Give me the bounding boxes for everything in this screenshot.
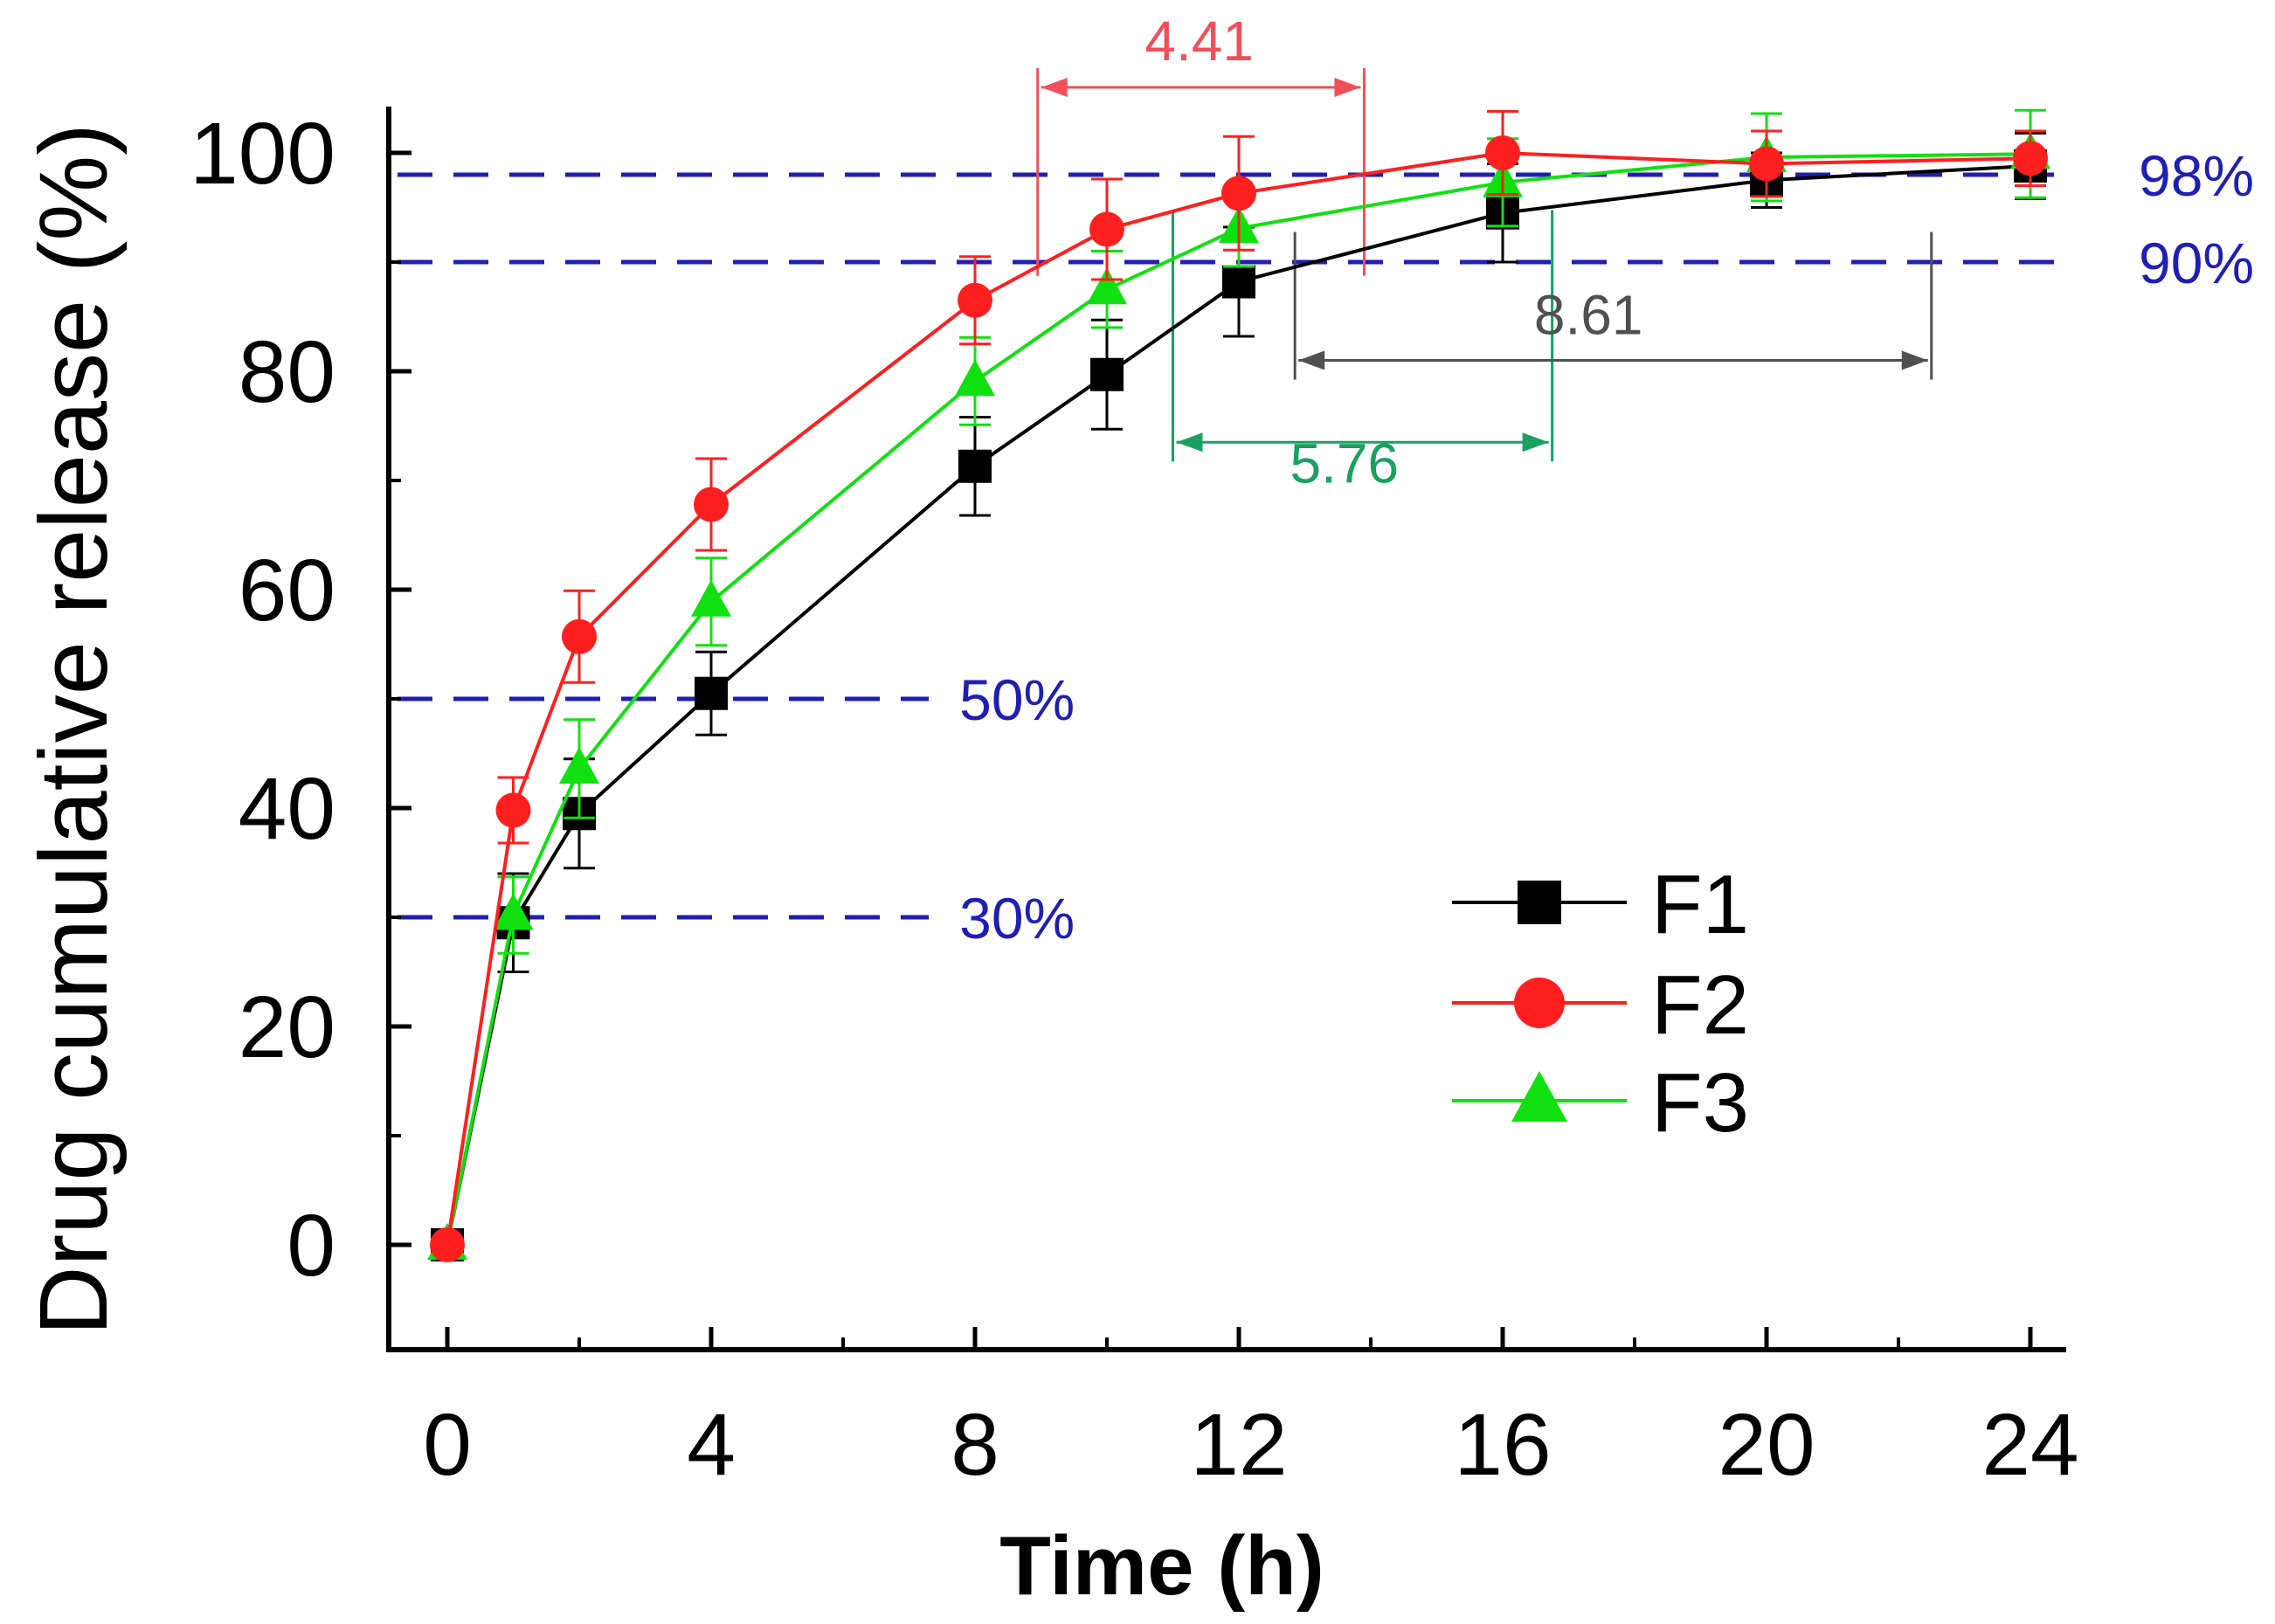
axis-ticks: 0 4 8 12 16 20 24 0 20 40 60 80 100	[190, 105, 2078, 1494]
reference-label: 30%	[959, 886, 1075, 950]
legend-entry-f3: F3	[1452, 1056, 1749, 1150]
data-point-f1	[1222, 265, 1255, 299]
legend: F1 F2 F3	[1452, 858, 1749, 1150]
legend-label-f1: F1	[1651, 858, 1749, 951]
y-tick-label: 60	[239, 542, 335, 639]
annotation-arrowhead	[1522, 432, 1549, 453]
data-point-f1	[958, 449, 992, 483]
data-point-f3	[691, 579, 731, 617]
series-f2	[430, 110, 2048, 1262]
legend-marker-f1	[1518, 881, 1561, 924]
annotation-8-61: 8.61	[1293, 232, 1933, 380]
y-tick-label: 80	[239, 323, 335, 421]
data-point-f2	[1089, 211, 1124, 247]
data-point-f2	[562, 619, 597, 654]
data-point-f2	[2013, 141, 2048, 176]
y-tick-label: 20	[239, 978, 335, 1076]
y-tick-label: 40	[239, 760, 335, 858]
data-point-f1	[695, 676, 728, 710]
data-point-f2	[495, 792, 531, 828]
x-tick-label: 16	[1454, 1396, 1551, 1494]
data-series	[427, 108, 2050, 1262]
reference-lines: 98% 90% 50% 30%	[398, 143, 2254, 950]
x-tick-label: 0	[423, 1396, 472, 1494]
x-tick-label: 8	[951, 1396, 999, 1494]
x-tick-label: 20	[1718, 1396, 1815, 1494]
data-point-f2	[694, 487, 729, 522]
reference-label: 98%	[2139, 143, 2254, 208]
annotation-4-41: 4.41	[1036, 10, 1366, 276]
x-tick-label: 12	[1190, 1396, 1287, 1494]
annotation-label: 4.41	[1144, 10, 1254, 73]
data-point-f2	[958, 282, 992, 318]
y-tick-label: 100	[190, 105, 335, 203]
series-line-f3	[446, 152, 2031, 1246]
legend-marker-f2	[1514, 978, 1565, 1028]
legend-label-f2: F2	[1651, 958, 1749, 1052]
x-axis-title: Time (h)	[999, 1519, 1324, 1613]
data-point-f3	[559, 747, 599, 784]
legend-entry-f2: F2	[1452, 958, 1749, 1052]
x-tick-label: 4	[687, 1396, 736, 1494]
y-axis-title: Drug cumulative release (%)	[20, 123, 128, 1336]
annotation-arrowhead	[1298, 350, 1325, 370]
axes	[386, 107, 2066, 1352]
data-point-f2	[1221, 176, 1256, 211]
reference-label: 90%	[2139, 231, 2254, 295]
legend-label-f3: F3	[1651, 1056, 1749, 1150]
annotation-label: 5.76	[1290, 432, 1400, 495]
y-tick-label: 0	[287, 1197, 335, 1295]
annotation-arrowhead	[1901, 350, 1928, 370]
reference-label: 50%	[959, 667, 1075, 732]
annotation-arrowhead	[1041, 78, 1068, 97]
annotation-label: 8.61	[1534, 284, 1643, 347]
legend-entry-f1: F1	[1452, 858, 1749, 951]
legend-marker-f3	[1511, 1071, 1567, 1122]
data-point-f2	[1485, 135, 1520, 170]
data-point-f2	[1749, 146, 1784, 182]
data-point-f2	[430, 1227, 465, 1262]
annotation-5-76: 5.76	[1172, 210, 1554, 495]
annotation-arrowhead	[1334, 78, 1361, 97]
data-point-f3	[493, 893, 534, 930]
data-point-f1	[1090, 357, 1124, 391]
annotation-arrowhead	[1176, 432, 1203, 453]
data-point-f3	[1087, 267, 1127, 305]
series-line-f2	[446, 150, 2031, 1246]
series-line-f1	[446, 164, 2031, 1246]
release-annotations: 4.41 5.76 8.61	[1036, 10, 1933, 495]
x-tick-label: 24	[1981, 1396, 2078, 1494]
data-point-f3	[955, 359, 995, 397]
